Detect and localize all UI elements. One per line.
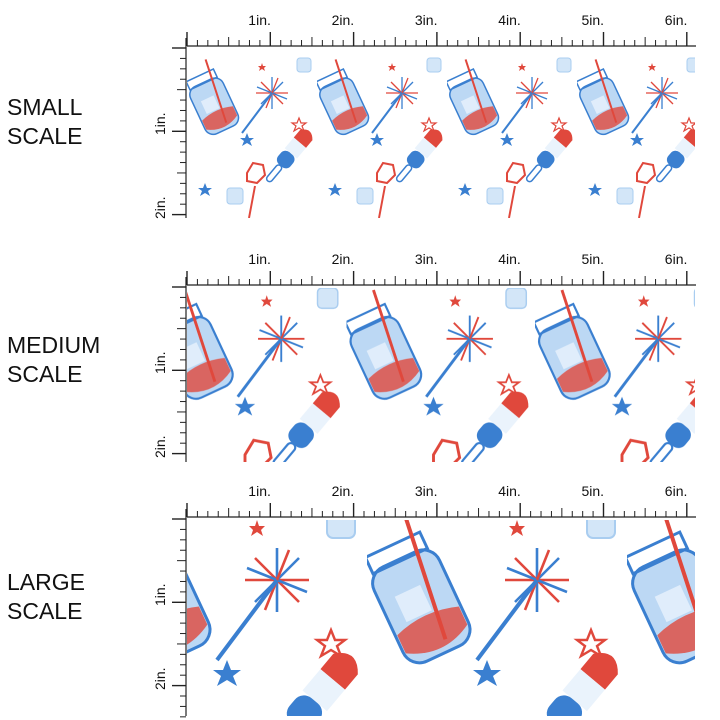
ruler-top-label: 4in. (498, 251, 521, 267)
ruler-top-label: 2in. (331, 251, 355, 267)
medium-scale-pattern (187, 288, 695, 462)
large-scale-pattern (187, 520, 695, 716)
ruler-top-label: 1in. (248, 483, 271, 499)
small-scale-pattern (187, 48, 695, 218)
label-line: SCALE (7, 598, 83, 624)
ruler-side-label: 2in. (152, 667, 168, 690)
ruler-top-label: 5in. (581, 483, 605, 499)
label-line: SMALL (7, 94, 83, 120)
ruler-top-label: 3in. (414, 483, 438, 499)
large-scale-label: LARGE SCALE (7, 568, 85, 626)
ruler-top-label: 1in. (248, 251, 271, 267)
ruler-top-label: 6in. (664, 12, 688, 28)
ruler-top-label: 2in. (331, 483, 355, 499)
ruler-top-label: 5in. (581, 12, 605, 28)
ruler-top-label: 4in. (498, 483, 521, 499)
label-line: MEDIUM (7, 332, 101, 358)
ruler-top-label: 4in. (498, 12, 521, 28)
ruler-side-label: 1in. (152, 112, 168, 136)
ruler-top-label: 2in. (331, 12, 355, 28)
medium-scale-label: MEDIUM SCALE (7, 331, 100, 389)
ruler-side-label: 1in. (152, 351, 168, 375)
label-line: LARGE (7, 569, 85, 595)
ruler-side-label: 2in. (152, 196, 168, 219)
label-line: SCALE (7, 123, 83, 149)
ruler-side-label: 1in. (152, 583, 168, 607)
ruler-top-label: 5in. (581, 251, 605, 267)
ruler-side-label: 2in. (152, 435, 168, 458)
ruler-top-label: 1in. (248, 12, 271, 28)
ruler-top-label: 6in. (664, 483, 688, 499)
ruler-top-label: 3in. (414, 12, 438, 28)
ruler-top-label: 3in. (414, 251, 438, 267)
small-scale-label: SMALL SCALE (7, 93, 82, 151)
label-line: SCALE (7, 361, 83, 387)
ruler-top-label: 6in. (664, 251, 688, 267)
